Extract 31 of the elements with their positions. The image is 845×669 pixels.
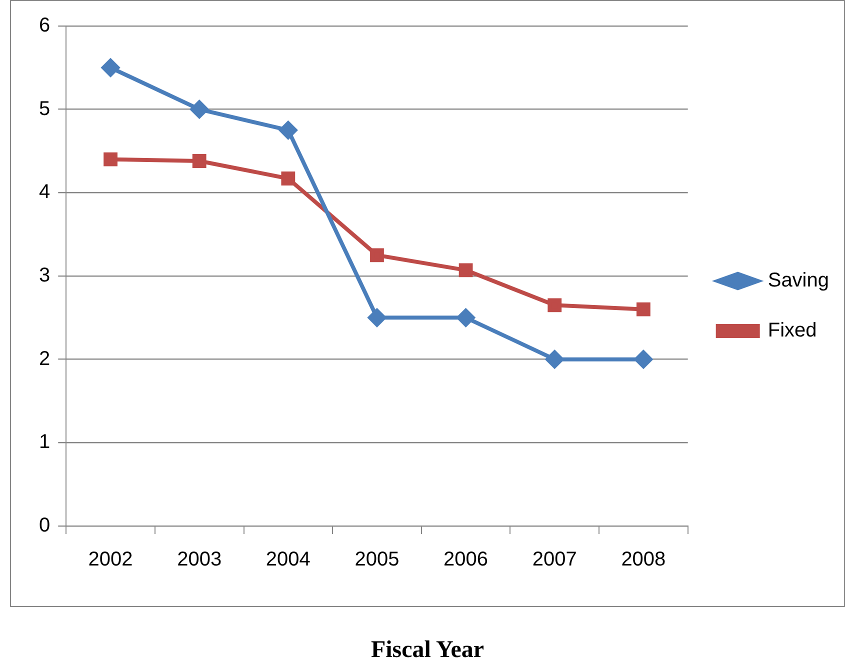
point: [636, 302, 650, 316]
y-tick-label: 4: [39, 181, 50, 204]
y-tick-label: 5: [39, 98, 50, 120]
y-tick-label: 1: [39, 431, 50, 454]
point: [281, 172, 296, 186]
y-tick-label: 3: [39, 264, 50, 287]
point: [104, 152, 118, 166]
point: [546, 350, 564, 368]
point: [192, 154, 206, 168]
x-tick-label: 2008: [621, 548, 666, 571]
point: [190, 100, 208, 118]
legend-label: Fixed: [768, 320, 817, 342]
point: [370, 248, 384, 262]
point: [102, 58, 120, 77]
point: [458, 263, 473, 278]
x-tick-label: 2007: [532, 548, 577, 571]
y-tick-label: 0: [39, 514, 50, 537]
point: [456, 308, 475, 327]
y-tick-label: 6: [39, 14, 50, 37]
x-tick-label: 2003: [177, 548, 222, 571]
point: [368, 308, 386, 327]
y-tick-label: 2: [39, 348, 50, 370]
point: [548, 298, 562, 312]
x-tick-label: 2004: [266, 548, 310, 571]
legend-label: Saving: [768, 270, 830, 292]
point: [279, 121, 298, 140]
point: [634, 350, 652, 368]
x-tick-label: 2006: [444, 548, 488, 571]
x-tick-label: 2002: [88, 548, 133, 571]
x-tick-label: 2005: [354, 548, 400, 571]
x-axis-title: Fiscal Year: [370, 637, 486, 664]
